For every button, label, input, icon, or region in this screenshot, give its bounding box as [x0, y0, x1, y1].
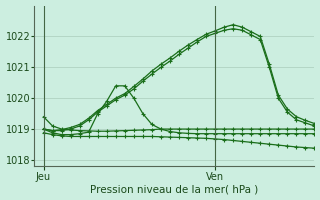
X-axis label: Pression niveau de la mer( hPa ): Pression niveau de la mer( hPa ) [90, 184, 259, 194]
